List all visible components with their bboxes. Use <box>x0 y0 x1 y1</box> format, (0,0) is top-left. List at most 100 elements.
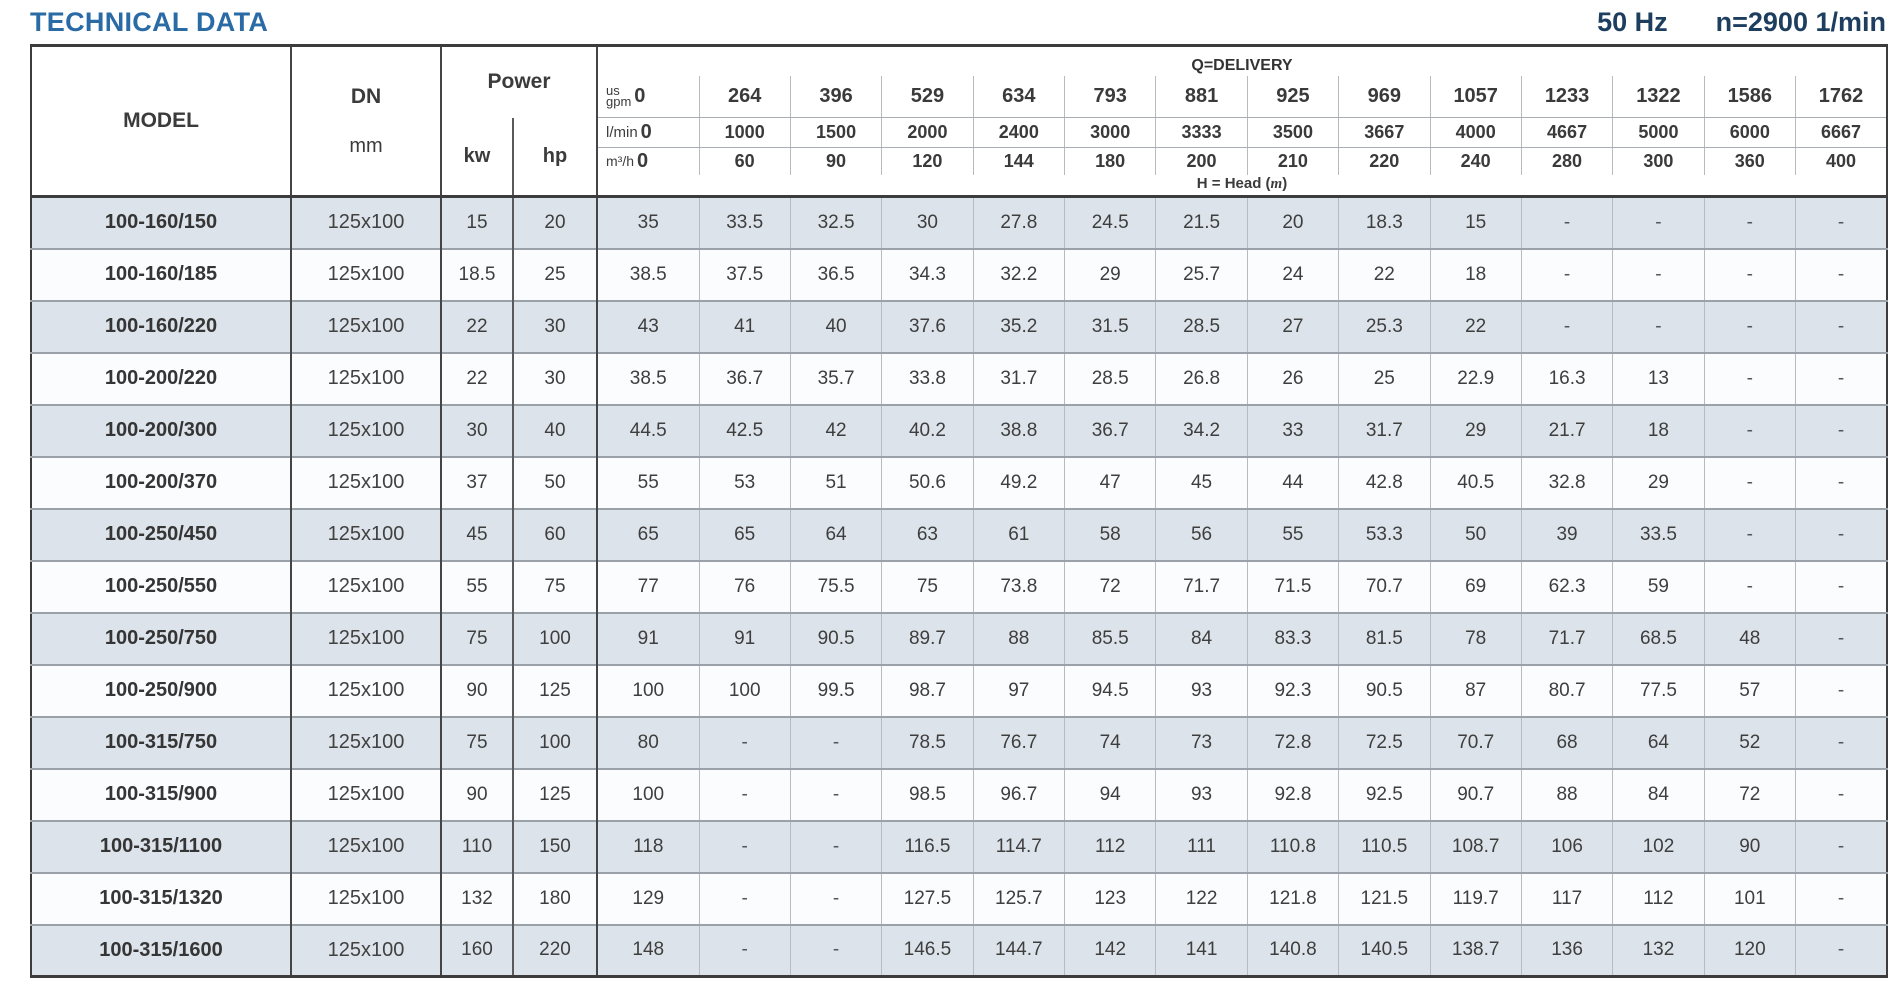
head-cell: 25 <box>1338 351 1431 405</box>
head-cell: 45 <box>1155 455 1248 509</box>
head-cell: 70.7 <box>1338 559 1431 613</box>
head-cell: 32.5 <box>790 195 883 249</box>
head-cell: - <box>699 767 791 821</box>
head-cell: 38.8 <box>973 403 1066 457</box>
head-cell: 18.3 <box>1338 195 1431 249</box>
head-cell: 29 <box>1430 403 1522 457</box>
head-cell: 48 <box>1704 611 1797 665</box>
head-cell: 77 <box>597 559 700 613</box>
delivery-lmin-value: 3667 <box>1338 117 1431 148</box>
hp-cell: 40 <box>513 403 598 457</box>
head-cell: 140.5 <box>1338 923 1431 977</box>
head-cell: 96.7 <box>973 767 1066 821</box>
kw-cell: 22 <box>441 351 514 405</box>
head-cell: 84 <box>1612 767 1705 821</box>
delivery-lmin-value: 6667 <box>1795 117 1887 148</box>
delivery-lmin-value: 5000 <box>1612 117 1705 148</box>
delivery-gpm-value: 925 <box>1247 75 1340 118</box>
head-cell: - <box>1795 715 1887 769</box>
kw-cell: 18.5 <box>441 247 514 301</box>
head-cell: 22 <box>1430 299 1522 353</box>
head-cell: 94.5 <box>1064 663 1157 717</box>
head-cell: 22.9 <box>1430 351 1522 405</box>
head-cell: - <box>1704 247 1797 301</box>
head-cell: - <box>1704 403 1797 457</box>
delivery-lmin-value: 4000 <box>1430 117 1522 148</box>
gpm-unit: gpm <box>606 94 632 110</box>
table-row: 100-200/370 125x100 37 50 55 53 51 50.6 49.2 47 45… <box>31 455 1887 509</box>
head-cell: 44 <box>1247 455 1340 509</box>
head-cell: 93 <box>1155 663 1248 717</box>
delivery-m3h-value: 400 <box>1825 150 1857 171</box>
head-cell: - <box>1795 195 1887 249</box>
head-cell: 100 <box>699 663 791 717</box>
delivery-unit-lmin: l/min 0 <box>597 117 700 148</box>
col-header-model: MODEL <box>31 45 292 198</box>
head-cell: 71.5 <box>1247 559 1340 613</box>
head-cell: 42.8 <box>1338 455 1431 509</box>
head-cell: - <box>1612 247 1705 301</box>
head-cell: 122 <box>1155 871 1248 925</box>
head-cell: 118 <box>597 819 700 873</box>
model-cell: 100-160/150 <box>31 195 292 249</box>
head-cell: 40.2 <box>881 403 974 457</box>
head-cell: - <box>1704 455 1797 509</box>
head-cell: 117 <box>1521 871 1614 925</box>
head-cell: 31.7 <box>973 351 1066 405</box>
head-cell: - <box>1795 351 1887 405</box>
head-cell: 39 <box>1521 507 1614 561</box>
head-cell: 65 <box>597 507 700 561</box>
head-cell: 114.7 <box>973 819 1066 873</box>
delivery-lmin-value: 0 <box>640 121 652 143</box>
head-cell: - <box>790 819 883 873</box>
head-cell: 92.8 <box>1247 767 1340 821</box>
head-cell: 121.5 <box>1338 871 1431 925</box>
head-cell: 90.5 <box>1338 663 1431 717</box>
head-cell: 36.7 <box>1064 403 1157 457</box>
head-cell: 90.7 <box>1430 767 1522 821</box>
delivery-m3h-value: 210 <box>1247 147 1340 175</box>
head-cell: 40 <box>790 299 883 353</box>
model-cell: 100-315/750 <box>31 715 292 769</box>
model-cell: 100-315/1600 <box>31 923 292 977</box>
head-cell: - <box>1612 299 1705 353</box>
head-cell: 63 <box>881 507 974 561</box>
head-cell: 37.5 <box>699 247 791 301</box>
head-cell: 78.5 <box>881 715 974 769</box>
head-cell: 77.5 <box>1612 663 1705 717</box>
head-cell: - <box>699 715 791 769</box>
head-cell: 101 <box>1704 871 1797 925</box>
head-cell: 88 <box>1521 767 1614 821</box>
delivery-m3h-value: 180 <box>1064 147 1157 175</box>
head-cell: 90.5 <box>790 611 883 665</box>
head-cell: 100 <box>597 767 700 821</box>
head-cell: 42.5 <box>699 403 791 457</box>
head-cell: 111 <box>1155 819 1248 873</box>
head-cell: 140.8 <box>1247 923 1340 977</box>
head-cell: - <box>1795 923 1887 977</box>
head-cell: 47 <box>1064 455 1157 509</box>
hp-cell: 220 <box>513 923 598 977</box>
speed-label: n=2900 1/min <box>1715 7 1886 37</box>
kw-cell: 132 <box>441 871 514 925</box>
head-cell: - <box>699 923 791 977</box>
m3h-unit: m³/h <box>606 153 634 170</box>
head-cell: - <box>1704 507 1797 561</box>
model-cell: 100-250/450 <box>31 507 292 561</box>
head-cell: - <box>1795 559 1887 613</box>
delivery-lmin-value: 3500 <box>1247 117 1340 148</box>
table-row: 100-160/220 125x100 22 30 43 41 40 37.6 35.2 31.5… <box>31 299 1887 353</box>
head-cell: 53.3 <box>1338 507 1431 561</box>
head-cell: 75.5 <box>790 559 883 613</box>
dn-cell: 125x100 <box>291 455 442 509</box>
head-cell: 127.5 <box>881 871 974 925</box>
delivery-m3h-value: 144 <box>973 147 1066 175</box>
head-cell: 34.3 <box>881 247 974 301</box>
head-cell: 112 <box>1064 819 1157 873</box>
head-cell: 69 <box>1430 559 1522 613</box>
head-cell: 129 <box>597 871 700 925</box>
delivery-m3h-value: 120 <box>881 147 974 175</box>
head-cell: 76.7 <box>973 715 1066 769</box>
head-cell: - <box>790 767 883 821</box>
head-cell: 55 <box>597 455 700 509</box>
